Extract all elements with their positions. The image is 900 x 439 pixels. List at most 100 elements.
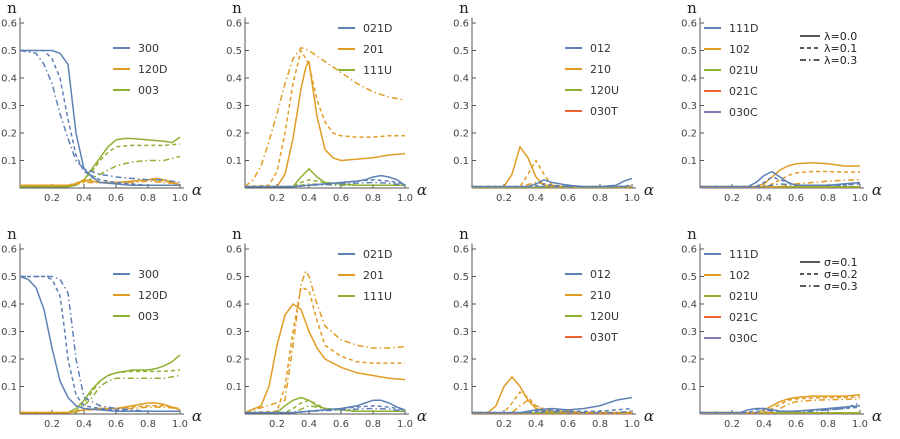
legend-label-021U: 021U: [729, 290, 758, 303]
legend-label-021D: 021D: [363, 248, 392, 261]
x-tick-label: 0.6: [333, 193, 349, 204]
legend-label-120D: 120D: [138, 289, 167, 302]
style-label-dashdot: σ=0.3: [824, 280, 858, 293]
legend: 111D 102 021U 021C 030C: [704, 248, 758, 345]
x-tick-label: 0.8: [365, 419, 381, 430]
x-tick-label: 0.4: [76, 419, 92, 430]
x-tick-label: 0.2: [269, 419, 285, 430]
legend-label-012: 012: [590, 268, 611, 281]
y-tick-label: 0.2: [681, 355, 697, 366]
series-line-201-solid: [245, 60, 406, 188]
series-line-003-dashed: [20, 369, 181, 414]
series-lines: [19, 275, 181, 414]
style-label-dashed: λ=0.1: [824, 42, 857, 55]
x-tick-label: 0.2: [724, 419, 740, 430]
legend-label-210: 210: [590, 289, 611, 302]
y-tick-label: 0.2: [226, 355, 242, 366]
x-axis-title: α: [872, 181, 882, 199]
y-tick-label: 0.5: [453, 272, 469, 283]
y-tick-label: 0.6: [226, 19, 242, 30]
y-tick-label: 0.4: [226, 74, 242, 85]
legend-label-030C: 030C: [729, 106, 758, 119]
panel-r1-c0: 0.1 0.2 0.3 0.4 0.5 0.6 0.2 0.4 0.6 0.8 1.0 n α 300 12…: [1, 225, 202, 430]
series-line-120D-dashdot: [20, 406, 181, 414]
y-tick-label: 0.4: [226, 300, 242, 311]
y-tick-label: 0.3: [226, 327, 242, 338]
y-tick-label: 0.1: [453, 382, 469, 393]
series-line-111U-dashdot: [245, 183, 405, 188]
y-tick-label: 0.1: [453, 156, 469, 167]
style-label-solid: λ=0.0: [824, 30, 857, 43]
y-tick-label: 0.2: [453, 129, 469, 140]
x-tick-label: 0.4: [76, 193, 92, 204]
x-tick-label: 0.4: [301, 419, 317, 430]
y-tick-label: 0.6: [453, 19, 469, 30]
series-line-102-solid: [700, 161, 860, 188]
x-tick-label: 0.8: [365, 193, 381, 204]
y-axis-title: n: [7, 0, 17, 17]
x-axis-title: α: [192, 407, 202, 425]
panel-r1-c2: 0.1 0.2 0.3 0.4 0.5 0.6 0.2 0.4 0.6 0.8 1.0 n α 012 21…: [453, 225, 654, 430]
y-tick-label: 0.5: [681, 46, 697, 57]
x-tick-label: 0.6: [788, 193, 804, 204]
legend-label-102: 102: [729, 43, 750, 56]
series-line-111D-dashed: [700, 406, 861, 414]
y-tick-label: 0.3: [681, 101, 697, 112]
y-axis-title: n: [7, 225, 17, 243]
series-line-021D-dashdot: [245, 181, 406, 188]
series-line-111D-dashdot: [700, 181, 861, 188]
series-line-201-dashed: [244, 49, 405, 188]
series-line-111D-solid: [700, 170, 861, 188]
y-tick-label: 0.6: [681, 19, 697, 30]
x-axis-title: α: [192, 181, 202, 199]
y-axis-title: n: [687, 0, 697, 17]
series-line-300-dashdot: [20, 275, 180, 413]
series-lines: [472, 146, 633, 189]
x-tick-label: 0.8: [820, 193, 836, 204]
style-legend-row-1: σ=0.1σ=0.2σ=0.3: [800, 256, 858, 293]
x-tick-label: 0.4: [756, 419, 772, 430]
x-tick-label: 0.2: [724, 193, 740, 204]
x-axis-title: α: [644, 407, 654, 425]
legend-label-012: 012: [590, 42, 611, 55]
x-tick-label: 0.8: [820, 419, 836, 430]
legend-label-111U: 111U: [363, 64, 392, 77]
y-axis-title: n: [232, 225, 242, 243]
y-tick-label: 0.1: [681, 382, 697, 393]
legend-label-201: 201: [363, 269, 384, 282]
legend: 300 120D 003: [113, 42, 167, 97]
x-tick-label: 0.6: [560, 419, 576, 430]
y-tick-label: 0.6: [1, 19, 17, 30]
y-tick-label: 0.6: [1, 245, 17, 256]
legend-label-210: 210: [590, 63, 611, 76]
panel-r0-c0: 0.1 0.2 0.3 0.4 0.5 0.6 0.2 0.4 0.6 0.8 1.0 n α 300 12…: [1, 0, 202, 204]
x-tick-label: 1.0: [172, 419, 188, 430]
y-tick-label: 0.4: [681, 300, 697, 311]
y-tick-label: 0.5: [1, 46, 17, 57]
y-axis-title: n: [459, 0, 469, 17]
series-line-111U-dashed: [245, 399, 405, 414]
y-tick-label: 0.3: [1, 327, 17, 338]
series-line-102-solid: [700, 394, 861, 414]
x-tick-label: 0.2: [44, 193, 60, 204]
style-label-dashed: σ=0.2: [824, 268, 858, 281]
panel-r0-c2: 0.1 0.2 0.3 0.4 0.5 0.6 0.2 0.4 0.6 0.8 1.0 n α 012 21…: [453, 0, 654, 204]
panel-r0-c3: 0.10.20.30.40.50.60.2 0.4 0.6 0.8 1.0nα111D1…: [681, 0, 882, 204]
y-tick-label: 0.4: [681, 74, 697, 85]
x-tick-label: 0.2: [269, 193, 285, 204]
series-line-120D-dashdot: [20, 180, 181, 187]
y-tick-label: 0.2: [681, 129, 697, 140]
legend-label-111U: 111U: [363, 290, 392, 303]
x-tick-label: 0.2: [44, 419, 60, 430]
series-line-021D-solid: [245, 174, 406, 188]
legend-label-030C: 030C: [729, 332, 758, 345]
series-lines: [19, 49, 181, 188]
x-tick-label: 0.6: [333, 419, 349, 430]
x-tick-label: 0.6: [788, 419, 804, 430]
y-tick-label: 0.1: [226, 382, 242, 393]
legend-label-030T: 030T: [590, 331, 618, 344]
y-tick-label: 0.3: [226, 101, 242, 112]
legend-label-102: 102: [729, 269, 750, 282]
legend-label-003: 003: [138, 84, 159, 97]
